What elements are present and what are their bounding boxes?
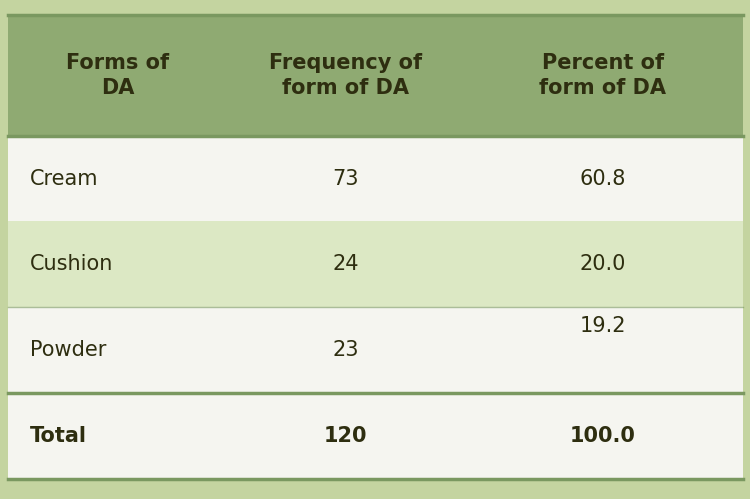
Bar [8,307,742,393]
Text: Cushion: Cushion [29,254,113,274]
Text: 19.2: 19.2 [580,316,626,336]
Text: 23: 23 [332,340,358,360]
Text: 20.0: 20.0 [580,254,626,274]
Text: Forms of
DA: Forms of DA [66,53,170,98]
Bar [8,222,742,307]
Text: 24: 24 [332,254,358,274]
Text: Total: Total [29,426,86,446]
Text: Percent of
form of DA: Percent of form of DA [539,53,666,98]
Text: 120: 120 [324,426,368,446]
Bar [8,393,742,479]
Bar [8,15,742,136]
Bar [8,136,742,222]
Text: Powder: Powder [29,340,106,360]
Text: Frequency of
form of DA: Frequency of form of DA [269,53,422,98]
Text: 100.0: 100.0 [570,426,636,446]
Text: Cream: Cream [29,169,98,189]
Text: 60.8: 60.8 [580,169,626,189]
Text: 73: 73 [332,169,358,189]
